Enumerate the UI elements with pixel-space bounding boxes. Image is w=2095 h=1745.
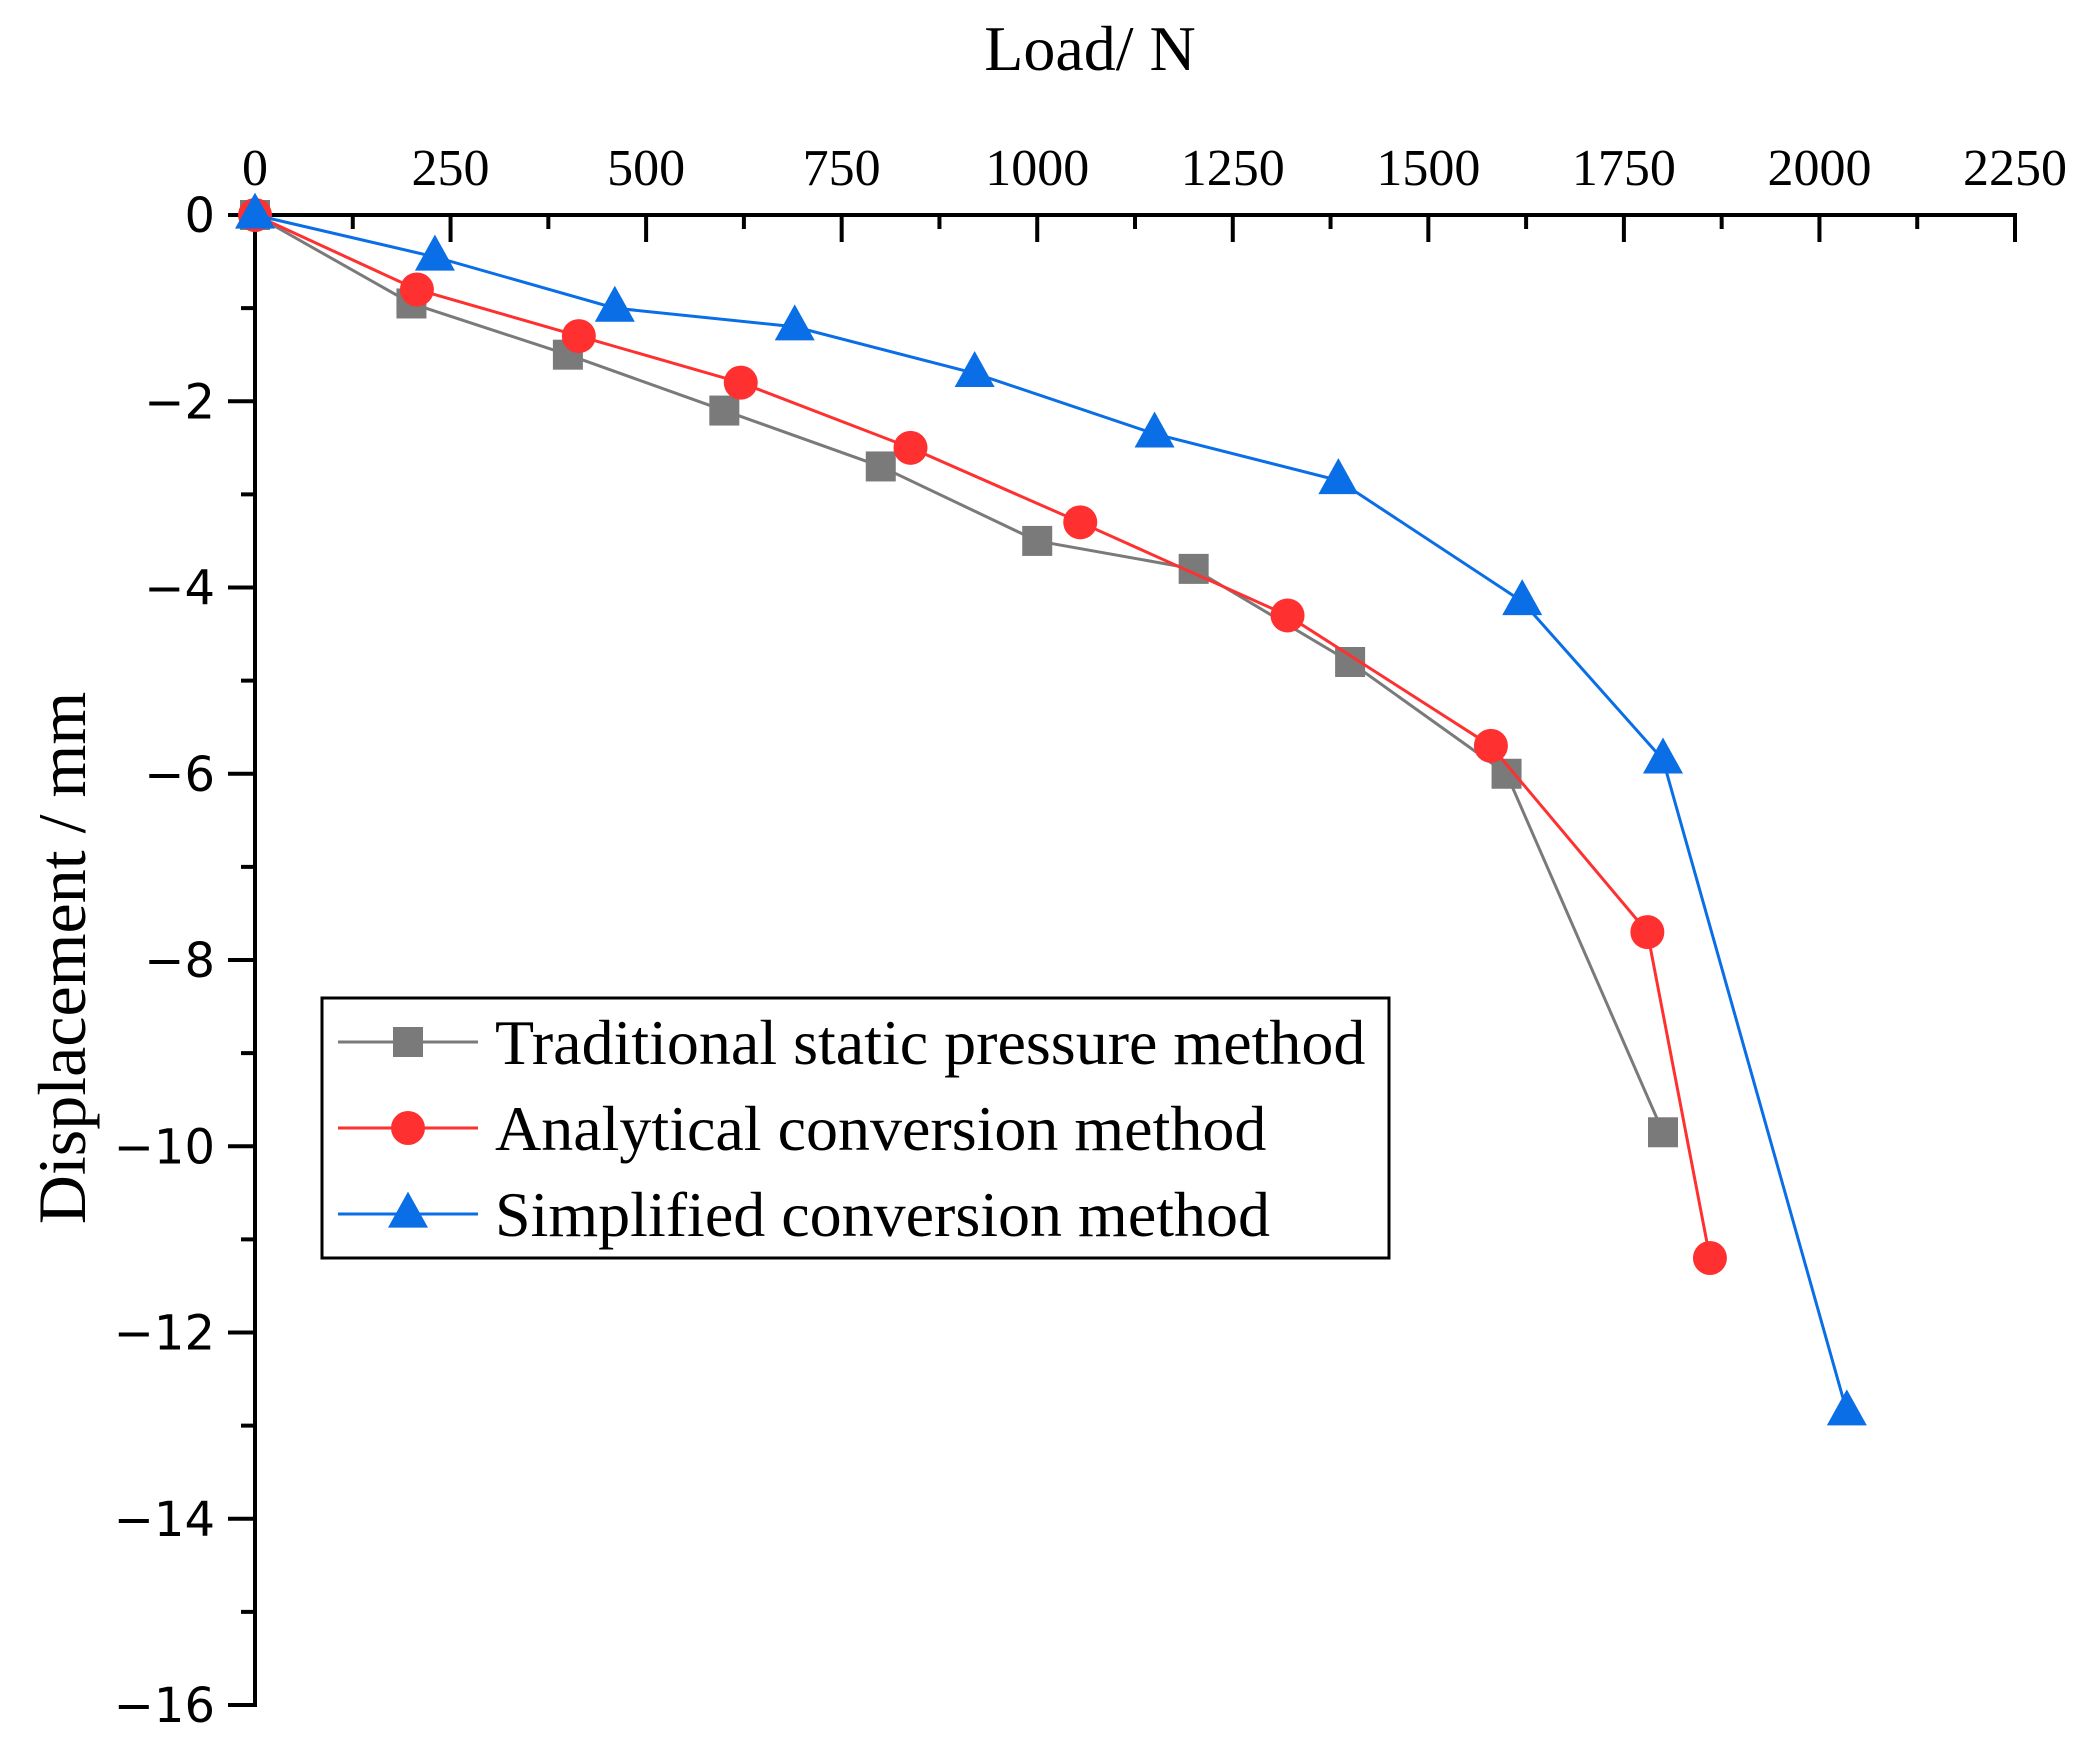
- x-tick-label: 2000: [1767, 140, 1871, 197]
- legend-label: Simplified conversion method: [495, 1179, 1270, 1250]
- x-tick-label: 1250: [1181, 140, 1285, 197]
- y-tick-label: −14: [114, 1492, 215, 1548]
- x-tick-label: 750: [803, 140, 881, 197]
- data-point: [1134, 411, 1175, 448]
- data-point: [561, 319, 596, 354]
- series-line: [254, 213, 1712, 1259]
- legend-label: Traditional static pressure method: [495, 1007, 1365, 1078]
- y-tick-label: 0: [184, 188, 215, 244]
- data-point: [774, 304, 815, 341]
- data-point: [1502, 579, 1543, 616]
- x-tick-label: 1000: [985, 140, 1089, 197]
- y-tick-label: −10: [114, 1119, 215, 1175]
- legend-label: Analytical conversion method: [495, 1093, 1266, 1164]
- data-point: [1270, 598, 1305, 633]
- y-tick-label: −8: [144, 933, 215, 989]
- legend-items: Traditional static pressure method Analyt…: [338, 1007, 1365, 1250]
- x-axis-title: Load/ N: [984, 13, 1196, 84]
- data-point: [399, 272, 434, 307]
- axes: 0 250 500 750 1000 1250 1500 1750 2000 2250 0 −2 −4 −…: [114, 140, 2067, 1734]
- y-tick-label: −16: [114, 1678, 215, 1734]
- data-point: [1022, 525, 1053, 556]
- series-line: [254, 213, 1849, 1413]
- data-point: [723, 365, 758, 400]
- x-tick-label: 250: [412, 140, 490, 197]
- y-tick-label: −2: [144, 374, 215, 430]
- legend-marker: [391, 1111, 425, 1145]
- x-tick-label: 500: [607, 140, 685, 197]
- data-point: [865, 451, 896, 482]
- series-layer: [235, 192, 1867, 1426]
- x-tick-label: 1500: [1376, 140, 1480, 197]
- y-tick-label: −12: [114, 1306, 215, 1362]
- data-point: [709, 395, 740, 426]
- data-point: [1063, 505, 1098, 540]
- data-point: [1630, 915, 1665, 950]
- y-tick-label: −6: [144, 747, 215, 803]
- legend: Traditional static pressure method Analyt…: [320, 996, 1391, 1260]
- data-point: [893, 430, 928, 465]
- legend-marker: [393, 1027, 423, 1057]
- data-point: [954, 350, 995, 387]
- series-3: [235, 192, 1867, 1426]
- legend-marker: [388, 1191, 428, 1228]
- data-point: [594, 285, 635, 322]
- x-tick-label: 0: [242, 140, 268, 197]
- data-point: [1692, 1241, 1727, 1275]
- y-axis-title: Displacement / mm: [24, 692, 100, 1225]
- data-point: [1648, 1117, 1678, 1148]
- data-point: [1643, 737, 1683, 774]
- series-line: [254, 213, 1665, 1133]
- x-tick-label: 2250: [1963, 140, 2067, 197]
- data-point: [1473, 728, 1508, 763]
- legend-box: [320, 996, 1391, 1260]
- x-tick-label: 1750: [1572, 140, 1676, 197]
- data-point: [235, 192, 275, 229]
- data-point: [414, 234, 455, 271]
- data-point: [1318, 458, 1359, 495]
- data-point: [1826, 1389, 1867, 1426]
- y-tick-label: −4: [144, 561, 215, 617]
